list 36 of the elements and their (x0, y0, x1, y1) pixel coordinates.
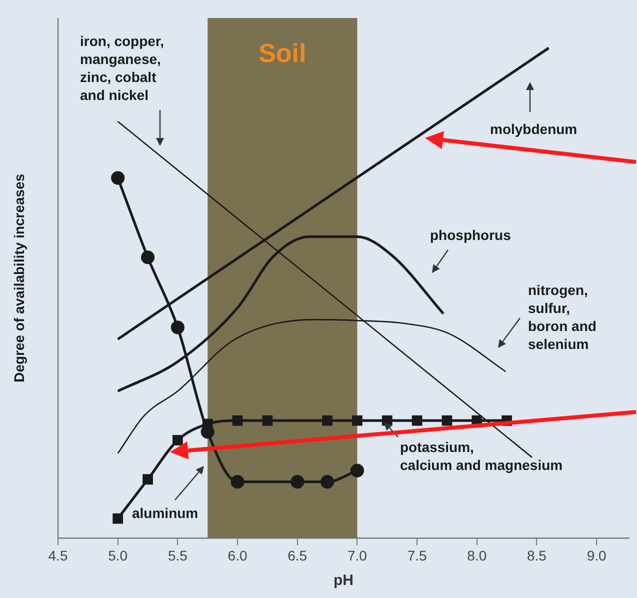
text: phosphorus (430, 227, 512, 243)
band-label: Soil (258, 38, 306, 68)
x-tick-label: 7.5 (407, 547, 427, 564)
point (442, 415, 452, 426)
point (142, 474, 153, 485)
point (350, 464, 364, 478)
point (322, 415, 332, 426)
point (172, 434, 183, 446)
point (230, 475, 244, 489)
point (202, 418, 213, 430)
x-tick-label: 6.5 (288, 547, 308, 564)
x-tick-label: 4.5 (48, 547, 68, 564)
point (111, 171, 125, 185)
text: nitrogen, sulfur, boron and selenium (528, 282, 596, 352)
x-tick-label: 7.0 (347, 547, 368, 564)
point (352, 415, 362, 426)
x-tick-label: 8.5 (527, 547, 547, 564)
x-tick-label: 9.0 (586, 547, 607, 564)
x-tick-label: 5.0 (108, 547, 128, 564)
point (290, 475, 304, 489)
point (170, 320, 184, 334)
text: aluminum (132, 505, 198, 521)
x-tick-label: 6.0 (228, 547, 248, 564)
series-label: potassium, calcium and magnesium (400, 439, 563, 473)
point (320, 475, 334, 489)
text: iron, copper, manganese, zinc, cobalt and nickel (80, 33, 164, 103)
point (232, 415, 243, 426)
point (262, 415, 273, 426)
y-axis-title: Degree of availability increases (10, 174, 27, 382)
point (140, 250, 155, 264)
point (112, 513, 124, 524)
x-tick-label: 5.5 (168, 547, 188, 564)
point (412, 415, 422, 426)
x-axis-title: pH (333, 572, 354, 590)
x-tick-label: 8.0 (467, 547, 487, 564)
series-label: molybdenum (490, 121, 578, 137)
